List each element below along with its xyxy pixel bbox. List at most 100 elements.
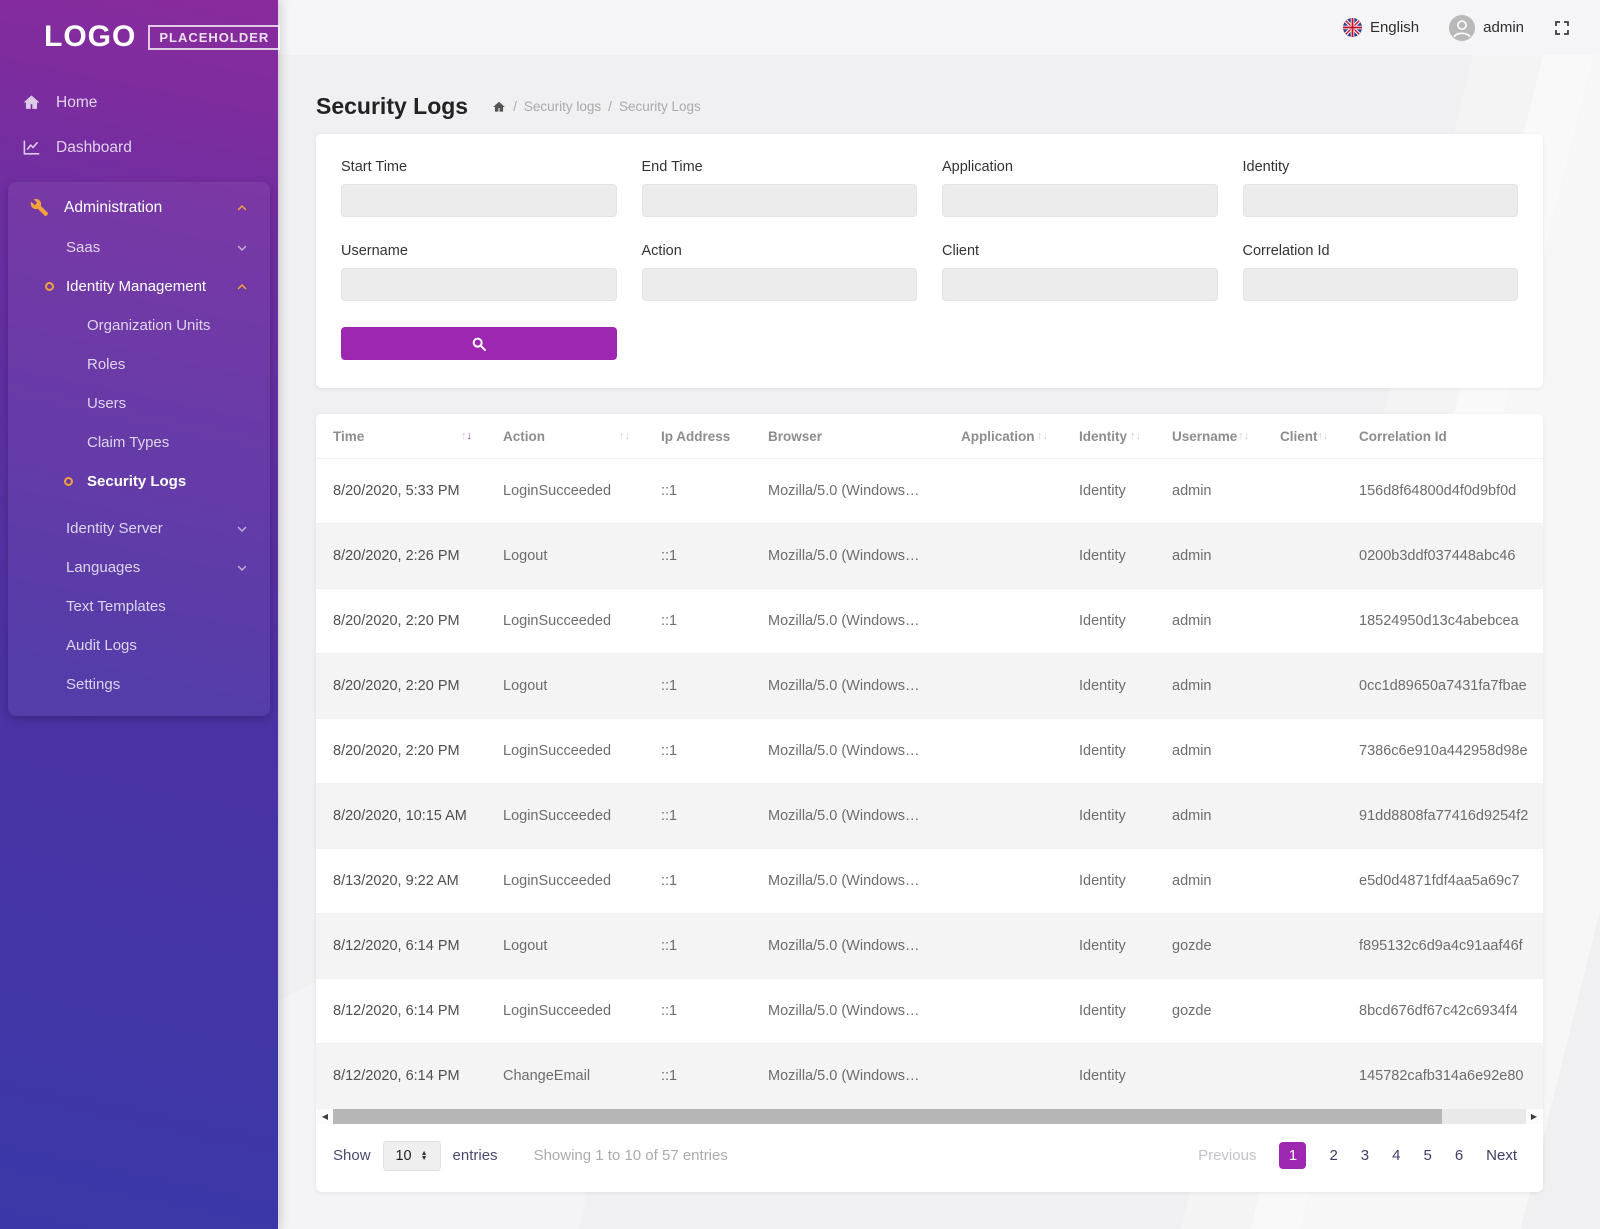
filter-grid: Start Time End Time Application — [341, 159, 1518, 301]
column-header-identity[interactable]: Identity ↑ ↓ — [1062, 414, 1155, 459]
cell-client — [1263, 459, 1342, 524]
sidebar-item-roles[interactable]: Roles — [8, 345, 270, 384]
sidebar-nav: Home Dashboard Administration Saas Ident… — [0, 80, 278, 716]
entries-summary: Showing 1 to 10 of 57 entries — [533, 1147, 728, 1164]
sidebar-item-claim-types[interactable]: Claim Types — [8, 423, 270, 462]
filter-input[interactable] — [1242, 184, 1518, 217]
sidebar-item-administration[interactable]: Administration — [8, 187, 270, 228]
search-button[interactable] — [341, 327, 617, 360]
filter-input[interactable] — [942, 268, 1218, 301]
sidebar-item-label: Home — [56, 93, 98, 111]
cell-ip-address: ::1 — [661, 548, 678, 564]
breadcrumb-link[interactable]: Security logs — [523, 99, 602, 114]
top-header: English admin — [278, 0, 1600, 55]
filter-field: Correlation Id — [1242, 243, 1518, 301]
filter-card: Start Time End Time Application — [316, 134, 1543, 388]
filter-field-label: Application — [942, 159, 1013, 175]
logo-text: LOGO — [44, 20, 137, 53]
sidebar-item-security-logs[interactable]: Security Logs — [8, 462, 270, 501]
cell-client — [1263, 784, 1342, 849]
sort-icon: ↑ ↓ — [619, 430, 630, 442]
filter-input[interactable] — [641, 268, 917, 301]
sidebar-item-dashboard[interactable]: Dashboard — [0, 125, 278, 170]
cell-username — [1155, 1044, 1263, 1109]
pagination-page-2[interactable]: 2 — [1329, 1147, 1338, 1164]
cell-application — [944, 524, 1062, 589]
cell-correlation-id: 145782cafb314a6e92e80 — [1359, 1068, 1524, 1085]
sidebar-item-home[interactable]: Home — [0, 80, 278, 125]
sidebar-item-text-templates[interactable]: Text Templates — [8, 587, 270, 626]
cell-browser: Mozilla/5.0 (Windows… — [768, 678, 920, 694]
cell-username: admin — [1172, 873, 1212, 889]
table-row: 8/20/2020, 10:15 AM LoginSucceeded ::1 M… — [316, 783, 1543, 849]
cell-browser: Mozilla/5.0 (Windows… — [768, 1003, 920, 1019]
chevron-up-icon — [237, 283, 247, 289]
table-row: 8/13/2020, 9:22 AM LoginSucceeded ::1 Mo… — [316, 848, 1543, 914]
cell-time: 8/12/2020, 6:14 PM — [333, 938, 460, 954]
cell-browser: Mozilla/5.0 (Windows… — [768, 873, 920, 889]
scroll-right-arrow[interactable]: ▶ — [1526, 1108, 1542, 1124]
fullscreen-button[interactable] — [1554, 20, 1570, 36]
cell-ip-address: ::1 — [661, 613, 678, 629]
cell-identity: Identity — [1079, 548, 1126, 564]
horizontal-scrollbar[interactable]: ◀ ▶ — [317, 1108, 1542, 1124]
filter-input[interactable] — [942, 184, 1218, 217]
logo[interactable]: LOGO PLACEHOLDER — [44, 20, 281, 54]
pagination-page-3[interactable]: 3 — [1360, 1147, 1370, 1164]
cell-application — [944, 849, 1062, 914]
cell-time: 8/20/2020, 2:20 PM — [333, 743, 460, 759]
home-icon — [23, 95, 40, 109]
column-header-time[interactable]: Time ↑ ↓ — [316, 414, 486, 459]
cell-browser: Mozilla/5.0 (Windows… — [768, 743, 920, 759]
pagination-page-4[interactable]: 4 — [1392, 1147, 1401, 1164]
cell-time: 8/20/2020, 5:33 PM — [333, 483, 460, 499]
page-title: Security Logs — [316, 93, 469, 119]
pagination-page-5[interactable]: 5 — [1423, 1147, 1432, 1164]
filter-input[interactable] — [1242, 268, 1518, 301]
sidebar-item-organization-units[interactable]: Organization Units — [8, 306, 270, 345]
pagination-next[interactable]: Next — [1486, 1147, 1517, 1164]
pagination-page-1[interactable]: 1 — [1279, 1142, 1307, 1169]
cell-identity: Identity — [1079, 1003, 1126, 1019]
sidebar-item-audit-logs[interactable]: Audit Logs — [8, 626, 270, 665]
filter-input[interactable] — [641, 184, 917, 217]
scrollbar-track[interactable] — [333, 1108, 1526, 1124]
sidebar-item-label: Security Logs — [87, 473, 187, 490]
sidebar-item-saas[interactable]: Saas — [8, 228, 270, 267]
scroll-left-arrow[interactable]: ◀ — [317, 1108, 333, 1124]
cell-action: LoginSucceeded — [503, 613, 612, 629]
sidebar-item-identity-management[interactable]: Identity Management — [8, 267, 270, 306]
pagination-page-6[interactable]: 6 — [1454, 1147, 1464, 1164]
column-header-application[interactable]: Application ↑ ↓ — [944, 414, 1062, 459]
user-menu[interactable]: admin — [1449, 14, 1524, 41]
table-body: 8/20/2020, 5:33 PM LoginSucceeded ::1 Mo… — [316, 458, 1543, 1109]
sort-icon: ↑ ↓ — [461, 430, 472, 442]
cell-client — [1263, 979, 1342, 1044]
sidebar-item-identity-server[interactable]: Identity Server — [8, 509, 270, 548]
cell-browser: Mozilla/5.0 (Windows… — [768, 613, 920, 629]
cell-correlation-id: 156d8f64800d4f0d9bf0d — [1359, 483, 1517, 499]
filter-input[interactable] — [341, 184, 617, 217]
cell-ip-address: ::1 — [661, 743, 678, 759]
cell-application — [944, 1044, 1062, 1109]
home-icon[interactable] — [492, 100, 506, 114]
page-size-select[interactable]: 10 ▲ ▼ — [382, 1140, 441, 1171]
column-header-action[interactable]: Action ↑ ↓ — [486, 414, 644, 459]
filter-input[interactable] — [341, 268, 617, 301]
sidebar-item-label: Identity Server — [66, 520, 163, 537]
column-header-username[interactable]: Username ↑ ↓ — [1155, 414, 1263, 459]
circle-dot-icon — [64, 477, 73, 486]
language-selector[interactable]: English — [1342, 18, 1419, 37]
column-header-client[interactable]: Client ↑ ↓ — [1263, 414, 1342, 459]
scrollbar-thumb[interactable] — [333, 1108, 1443, 1124]
cell-action: LoginSucceeded — [503, 1003, 612, 1019]
cell-client — [1263, 719, 1342, 784]
pagination-previous[interactable]: Previous — [1198, 1147, 1257, 1164]
breadcrumb-separator: / — [608, 99, 612, 114]
sidebar-item-label: Dashboard — [56, 138, 132, 156]
cell-identity: Identity — [1079, 808, 1126, 824]
sidebar-item-languages[interactable]: Languages — [8, 548, 270, 587]
sidebar-item-users[interactable]: Users — [8, 384, 270, 423]
cell-time: 8/12/2020, 6:14 PM — [333, 1068, 460, 1085]
sidebar-item-settings[interactable]: Settings — [8, 665, 270, 704]
